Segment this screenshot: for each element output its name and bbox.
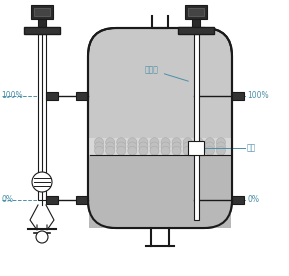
Text: 100%: 100%: [247, 92, 268, 100]
Circle shape: [117, 142, 126, 151]
Bar: [76, 92, 88, 100]
Text: 0%: 0%: [247, 195, 259, 205]
Circle shape: [95, 146, 103, 155]
Circle shape: [128, 146, 137, 155]
Bar: [89, 155, 231, 228]
Circle shape: [128, 138, 137, 147]
Circle shape: [194, 146, 203, 155]
Circle shape: [183, 138, 192, 147]
Circle shape: [183, 142, 192, 151]
Bar: [89, 138, 231, 155]
Circle shape: [205, 146, 214, 155]
Circle shape: [161, 146, 170, 155]
Circle shape: [216, 146, 225, 155]
Bar: [192, 19, 200, 27]
Circle shape: [216, 138, 225, 147]
Circle shape: [150, 138, 159, 147]
Circle shape: [216, 142, 225, 151]
Bar: [34, 8, 50, 16]
Circle shape: [172, 142, 181, 151]
Bar: [38, 19, 46, 27]
Circle shape: [161, 138, 170, 147]
Circle shape: [106, 142, 115, 151]
Bar: [38, 34, 46, 200]
Circle shape: [95, 142, 103, 151]
Circle shape: [205, 138, 214, 147]
Circle shape: [183, 146, 192, 155]
Bar: [76, 196, 88, 204]
Circle shape: [150, 142, 159, 151]
Circle shape: [150, 146, 159, 155]
Bar: [24, 27, 60, 34]
FancyBboxPatch shape: [88, 28, 232, 228]
Circle shape: [128, 142, 137, 151]
Text: 调压孔: 调压孔: [145, 65, 188, 81]
Circle shape: [32, 172, 52, 192]
Bar: [178, 27, 214, 34]
Circle shape: [106, 146, 115, 155]
Circle shape: [139, 142, 148, 151]
Bar: [46, 92, 58, 100]
Circle shape: [139, 138, 148, 147]
Text: 100%: 100%: [1, 92, 23, 100]
Bar: [188, 8, 204, 16]
Bar: [232, 92, 244, 100]
Circle shape: [95, 138, 103, 147]
Bar: [46, 196, 58, 204]
Circle shape: [117, 138, 126, 147]
Circle shape: [117, 146, 126, 155]
Circle shape: [205, 142, 214, 151]
Circle shape: [139, 146, 148, 155]
Circle shape: [161, 142, 170, 151]
Bar: [31, 5, 53, 19]
Text: 0%: 0%: [1, 195, 13, 205]
Text: 液面: 液面: [247, 144, 256, 153]
Circle shape: [36, 231, 48, 243]
Circle shape: [172, 146, 181, 155]
Circle shape: [194, 138, 203, 147]
Circle shape: [172, 138, 181, 147]
Bar: [188, 141, 204, 155]
Bar: [194, 34, 199, 220]
Circle shape: [194, 142, 203, 151]
Circle shape: [106, 138, 115, 147]
Bar: [185, 5, 207, 19]
Bar: [232, 196, 244, 204]
